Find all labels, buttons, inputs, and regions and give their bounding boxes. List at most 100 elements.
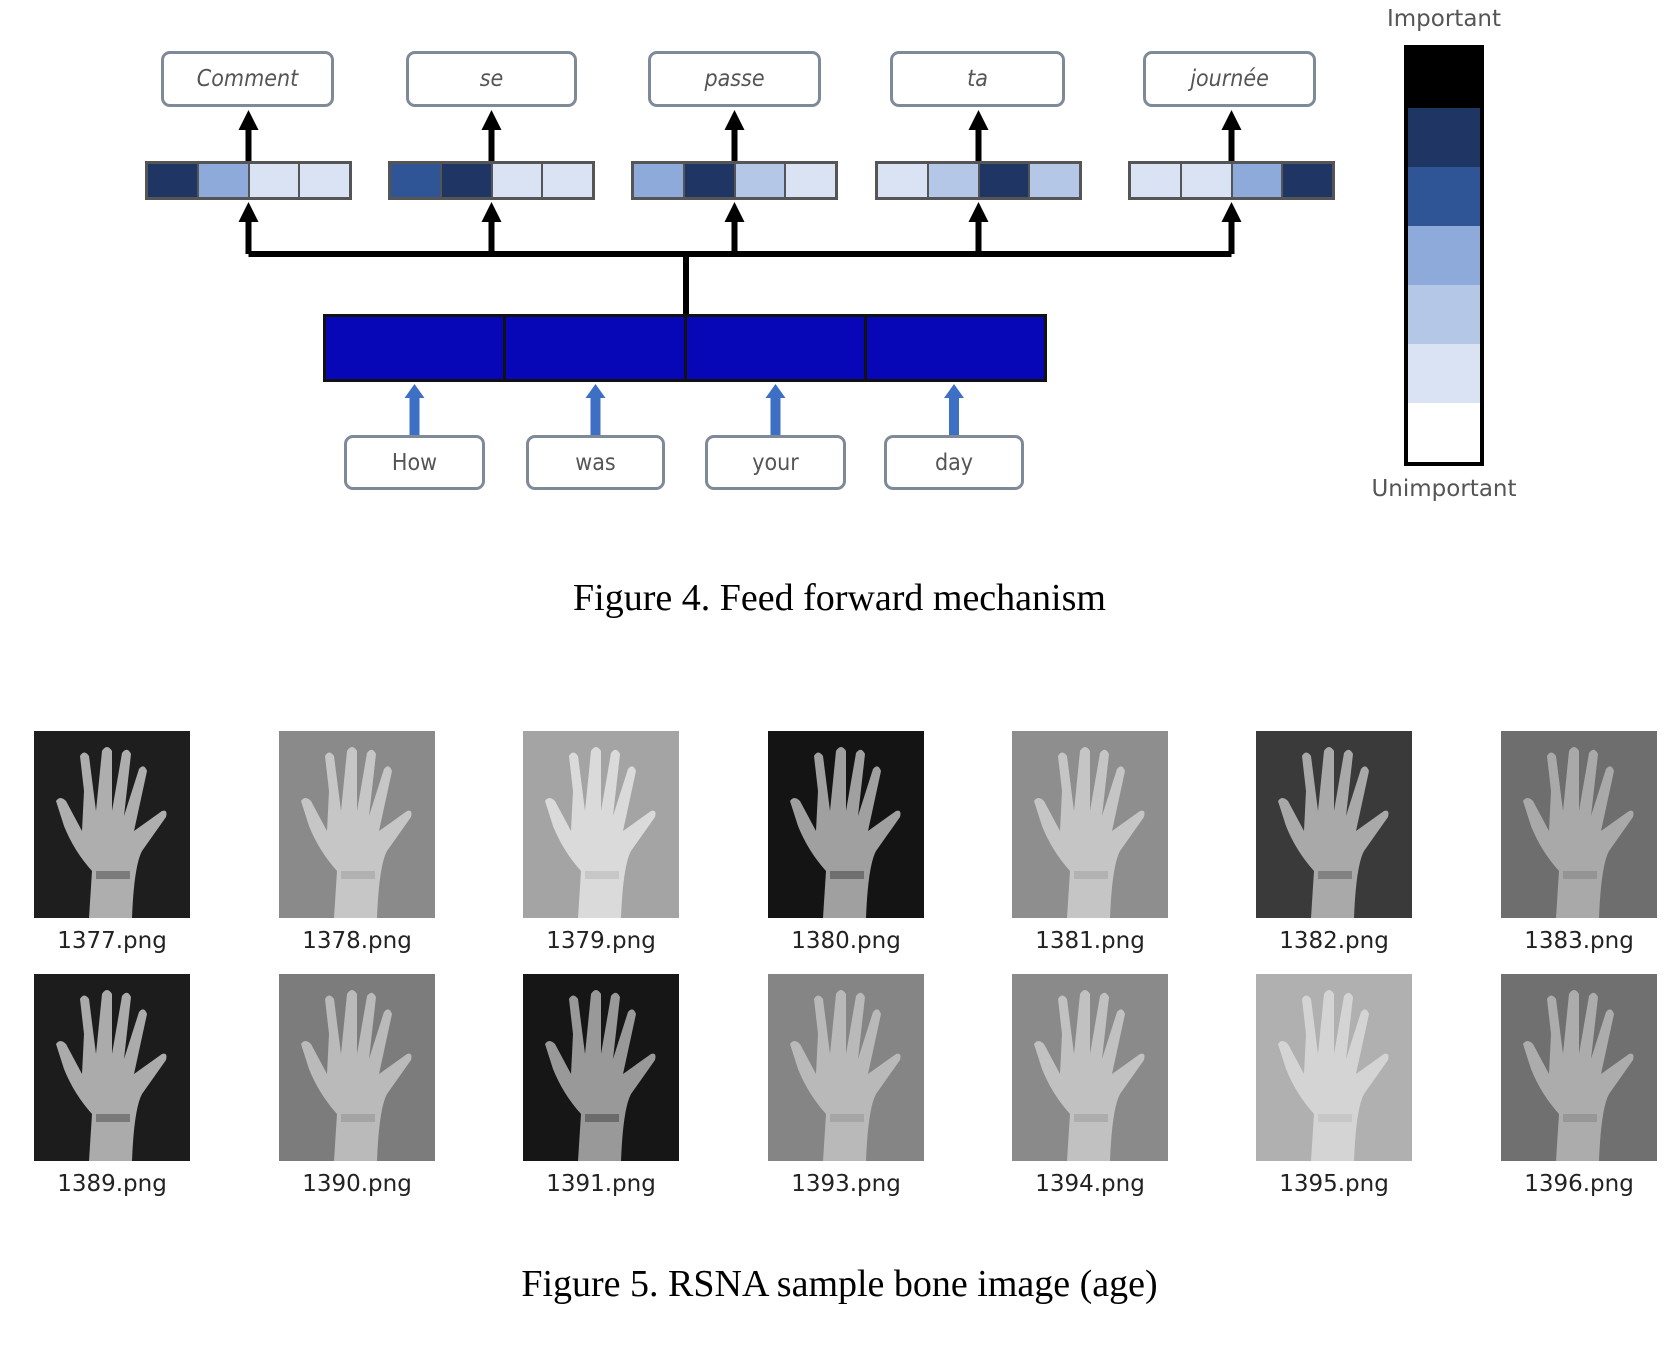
hand-xray-image — [523, 731, 679, 918]
xray-thumbnail[interactable] — [1501, 731, 1657, 918]
xray-thumbnail[interactable] — [34, 974, 190, 1161]
attention-cell — [1181, 164, 1233, 197]
attention-vector — [875, 161, 1082, 200]
attention-cell — [735, 164, 787, 197]
attention-cell — [684, 164, 736, 197]
legend-band — [1408, 403, 1480, 462]
xray-thumbnail[interactable] — [523, 731, 679, 918]
input-word-box: How — [344, 435, 485, 490]
attention-cell — [441, 164, 493, 197]
encoder-segment — [506, 317, 687, 379]
thumbnail-filename: 1395.png — [1279, 1171, 1389, 1197]
legend-bottom-label: Unimportant — [1371, 476, 1517, 502]
legend-band — [1408, 167, 1480, 226]
input-arrow-shaft — [590, 394, 601, 436]
arrow-head — [724, 202, 745, 222]
arrow-head — [968, 110, 989, 130]
hand-xray-image — [1501, 731, 1657, 918]
thumbnail-filename: 1394.png — [1035, 1171, 1145, 1197]
hand-xray-image — [1012, 974, 1168, 1161]
figure-5-caption: Figure 5. RSNA sample bone image (age) — [521, 1263, 1158, 1305]
output-word-box: se — [406, 51, 577, 107]
arrow-head — [238, 202, 259, 222]
hand-xray-image — [768, 974, 924, 1161]
hand-xray-image — [279, 974, 435, 1161]
attention-cell — [1232, 164, 1284, 197]
encoder-segment — [326, 317, 507, 379]
thumbnail-filename: 1393.png — [791, 1171, 901, 1197]
attention-vector — [1128, 161, 1335, 200]
input-arrow-shaft — [949, 394, 959, 436]
xray-thumbnail[interactable] — [279, 974, 435, 1161]
hand-xray-image — [1012, 731, 1168, 918]
thumbnail-filename: 1396.png — [1524, 1171, 1634, 1197]
xray-thumbnail[interactable] — [523, 974, 679, 1161]
xray-thumbnail[interactable] — [1012, 974, 1168, 1161]
attention-vector — [631, 161, 838, 200]
encoder-block — [323, 314, 1047, 382]
legend-band — [1408, 226, 1480, 285]
attention-vector — [388, 161, 595, 200]
output-word-box: Comment — [161, 51, 334, 107]
input-arrow-shaft — [770, 394, 781, 436]
input-word-box: day — [884, 435, 1024, 490]
legend-band — [1408, 344, 1480, 403]
xray-thumbnail[interactable] — [768, 731, 924, 918]
arrow-head — [481, 202, 502, 222]
attention-cell — [543, 164, 592, 197]
encoder-segment — [866, 317, 1044, 379]
thumbnail-filename: 1381.png — [1035, 928, 1145, 954]
xray-thumbnail[interactable] — [1501, 974, 1657, 1161]
thumbnail-filename: 1378.png — [302, 928, 412, 954]
attention-cell — [492, 164, 544, 197]
arrow-head — [724, 110, 745, 130]
hand-xray-image — [34, 731, 190, 918]
hand-xray-image — [1256, 974, 1412, 1161]
thumbnail-filename: 1377.png — [57, 928, 167, 954]
xray-thumbnail[interactable] — [279, 731, 435, 918]
thumbnail-filename: 1390.png — [302, 1171, 412, 1197]
thumbnail-filename: 1391.png — [546, 1171, 656, 1197]
hand-xray-image — [279, 731, 435, 918]
xray-thumbnail[interactable] — [1256, 974, 1412, 1161]
input-arrow-head — [765, 384, 786, 398]
attention-cell — [878, 164, 929, 197]
arrow-head — [1221, 110, 1242, 130]
hand-xray-image — [1256, 731, 1412, 918]
attention-cell — [979, 164, 1031, 197]
thumbnail-filename: 1389.png — [57, 1171, 167, 1197]
output-word-box: journée — [1143, 51, 1316, 107]
attention-cell — [249, 164, 301, 197]
importance-legend-bar — [1404, 45, 1484, 466]
arrow-head — [238, 110, 259, 130]
legend-top-label: Important — [1386, 6, 1502, 32]
attention-cell — [1131, 164, 1182, 197]
thumbnail-filename: 1383.png — [1524, 928, 1634, 954]
attention-cell — [634, 164, 685, 197]
input-arrow-head — [585, 384, 606, 398]
arrow-head — [1221, 202, 1242, 222]
legend-band — [1408, 285, 1480, 344]
encoder-segment — [686, 317, 867, 379]
attention-cell — [148, 164, 199, 197]
thumbnail-filename: 1380.png — [791, 928, 901, 954]
input-word-box: your — [705, 435, 846, 490]
legend-band — [1408, 49, 1480, 108]
attention-cell — [1283, 164, 1332, 197]
xray-thumbnail[interactable] — [34, 731, 190, 918]
output-word-box: ta — [890, 51, 1065, 107]
xray-thumbnail[interactable] — [768, 974, 924, 1161]
xray-thumbnail[interactable] — [1012, 731, 1168, 918]
output-word-box: passe — [648, 51, 821, 107]
thumbnail-filename: 1382.png — [1279, 928, 1389, 954]
input-arrow-head — [404, 384, 425, 398]
xray-thumbnail[interactable] — [1256, 731, 1412, 918]
connector-arrows — [238, 110, 1242, 436]
hand-xray-image — [768, 731, 924, 918]
attention-cell — [786, 164, 835, 197]
figure-4-caption: Figure 4. Feed forward mechanism — [573, 577, 1106, 619]
hand-xray-image — [34, 974, 190, 1161]
attention-cell — [1030, 164, 1079, 197]
arrow-head — [481, 110, 502, 130]
input-word-box: was — [526, 435, 665, 490]
